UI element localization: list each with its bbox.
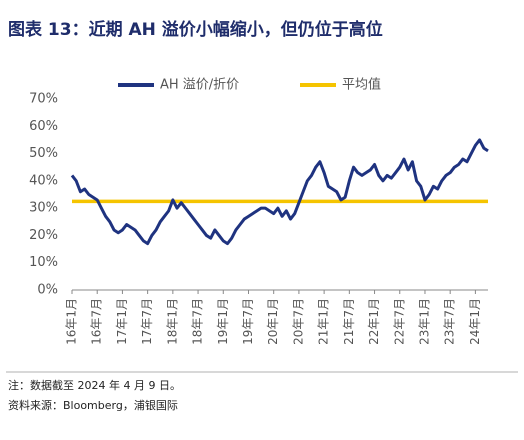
- y-tick-label: 0%: [37, 283, 58, 298]
- x-tick-label: 23年1月: [417, 298, 431, 345]
- chart-title: 图表 13：近期 AH 溢价小幅缩小，但仍位于高位: [8, 19, 383, 40]
- series-line: [70, 138, 489, 246]
- y-tick-label: 40%: [29, 173, 58, 188]
- note: 注：数据截至 2024 年 4 月 9 日。: [8, 378, 181, 392]
- x-tick-label: 18年7月: [191, 298, 205, 345]
- x-tick-label: 22年1月: [367, 298, 381, 345]
- x-tick-label: 23年7月: [443, 298, 457, 345]
- y-tick-label: 60%: [29, 119, 58, 134]
- y-tick-label: 30%: [29, 201, 58, 216]
- y-tick-label: 70%: [29, 92, 58, 107]
- x-tick-label: 17年7月: [140, 298, 154, 345]
- x-tick-label: 16年1月: [65, 298, 79, 345]
- x-tick-label: 19年7月: [241, 298, 255, 345]
- y-tick-label: 50%: [29, 146, 58, 161]
- legend-label: 平均值: [342, 77, 381, 93]
- x-tick-label: 18年1月: [165, 298, 179, 345]
- x-tick-label: 21年1月: [317, 298, 331, 345]
- x-tick-label: 24年1月: [468, 298, 482, 345]
- x-tick-label: 19年1月: [216, 298, 230, 345]
- x-tick-label: 20年1月: [266, 298, 280, 345]
- x-tick-label: 16年7月: [90, 298, 104, 345]
- x-tick-label: 20年7月: [291, 298, 305, 345]
- y-tick-label: 10%: [29, 255, 58, 270]
- y-tick-label: 20%: [29, 228, 58, 243]
- x-tick-label: 22年7月: [392, 298, 406, 345]
- source: 资料来源：Bloomberg，浦银国际: [8, 398, 178, 412]
- x-tick-label: 21年7月: [342, 298, 356, 345]
- legend-label: AH 溢价/折价: [160, 78, 239, 93]
- x-tick-label: 17年1月: [115, 298, 129, 345]
